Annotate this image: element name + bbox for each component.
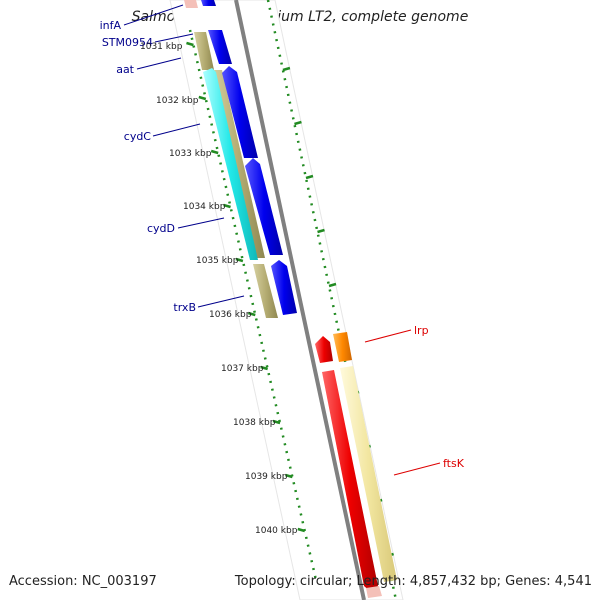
ruler-label-1034: 1034 kbp [183, 202, 226, 212]
gene-label-infa: infA [100, 19, 122, 32]
ruler-label-1035: 1035 kbp [196, 256, 239, 266]
ruler-tick [285, 473, 293, 479]
inner-ruler-ticks [186, 41, 306, 533]
ruler-label-1031: 1031 kbp [140, 42, 183, 52]
ruler-tick [247, 311, 256, 317]
ruler-tick [272, 419, 281, 425]
ruler-label-1033: 1033 kbp [169, 149, 212, 159]
ruler-label-1040: 1040 kbp [255, 526, 298, 536]
gene-infa[interactable] [184, 0, 198, 8]
ruler-label-1038: 1038 kbp [233, 418, 276, 428]
ruler-label-1037: 1037 kbp [221, 364, 264, 374]
topology-text: Topology: circular; Length: 4,857,432 bp… [234, 574, 592, 589]
ruler-label-1032: 1032 kbp [156, 96, 199, 106]
gene-blue-2[interactable] [208, 30, 232, 64]
gene-blue-3[interactable] [222, 66, 258, 158]
ruler-tick [328, 282, 337, 288]
ruler-tick [235, 257, 244, 263]
ruler-tick [223, 203, 231, 209]
ruler-tick [282, 66, 291, 72]
ruler-tick [198, 95, 207, 101]
gene-label-cydd: cydD [147, 222, 175, 235]
backbone-line [234, 0, 366, 600]
ruler-tick [305, 174, 314, 180]
accession-text: Accession: NC_003197 [9, 574, 157, 589]
ruler-label-1039: 1039 kbp [245, 472, 288, 482]
gene-lrp-red[interactable] [315, 336, 333, 363]
gene-ftsk-red[interactable] [322, 370, 378, 592]
ruler-tick [317, 228, 325, 234]
gene-stm0954[interactable] [194, 32, 214, 70]
ruler-tick [260, 365, 269, 371]
gene-label-lrp: lrp [414, 324, 429, 337]
gene-ftsk-yellow[interactable] [340, 366, 397, 582]
gene-cydd[interactable] [203, 68, 258, 260]
ruler-tick [297, 527, 306, 533]
gene-blue-1[interactable] [201, 0, 216, 6]
ruler-label-1036: 1036 kbp [209, 310, 252, 320]
gene-label-ftsk: ftsK [443, 457, 465, 470]
gene-label-aat: aat [116, 63, 134, 76]
gene-label-trxb: trxB [173, 301, 196, 314]
gene-label-cydc: cydC [124, 130, 152, 143]
gene-blue-4[interactable] [245, 158, 283, 255]
gene-blue-5[interactable] [271, 260, 297, 315]
ruler-tick [210, 149, 219, 155]
gene-ftsk-pink-tip [366, 586, 382, 598]
ruler-tick [186, 41, 194, 47]
gene-trxb[interactable] [253, 264, 278, 318]
gene-label-stm0954: STM0954 [102, 36, 153, 49]
gene-label-leaders [123, 4, 441, 476]
ruler-tick [294, 120, 302, 126]
gene-lrp-orange[interactable] [333, 332, 352, 362]
